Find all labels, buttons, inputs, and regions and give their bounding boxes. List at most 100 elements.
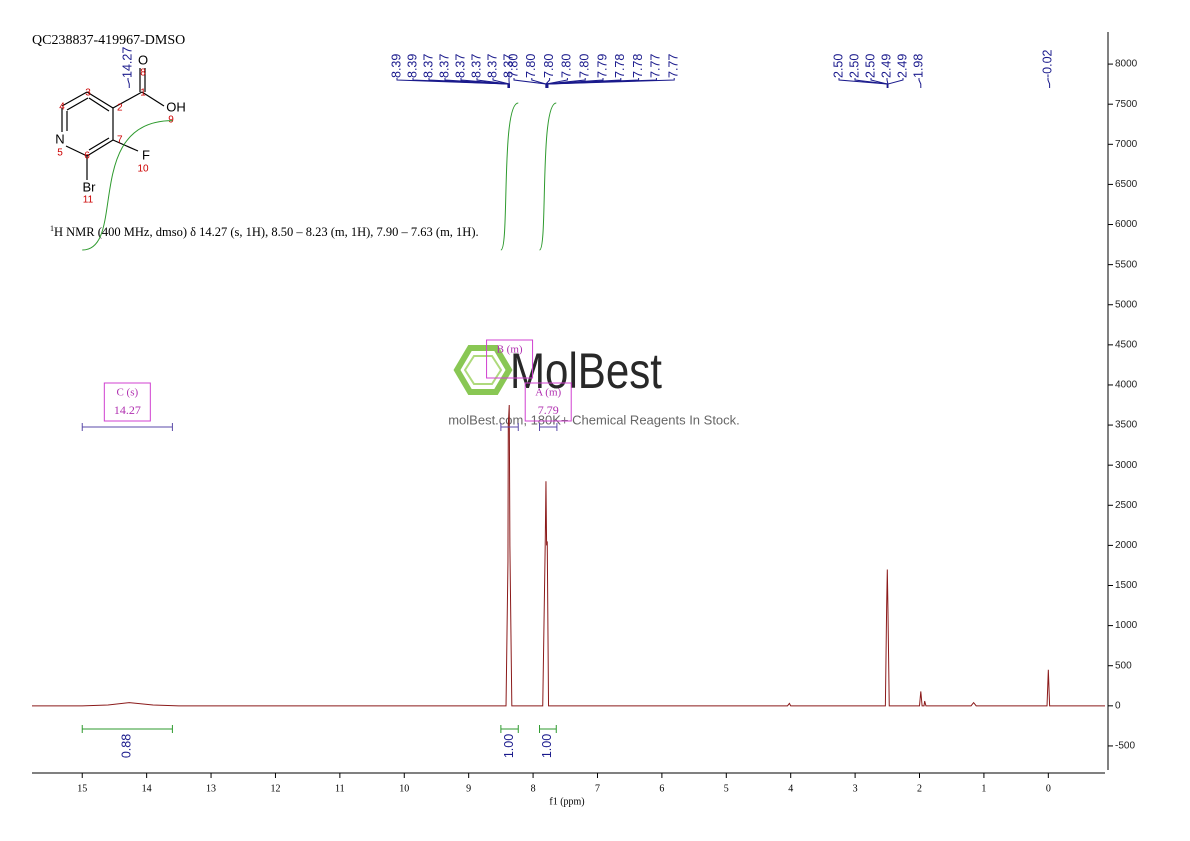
peak-label: 7.77 <box>666 54 680 78</box>
atom-number: 8 <box>140 68 146 79</box>
peak-label: 8.39 <box>405 54 419 78</box>
bond <box>88 97 110 112</box>
peak-label: 8.37 <box>437 54 451 78</box>
peak-label: 7.80 <box>524 54 538 78</box>
x-tick-label: 9 <box>466 783 471 794</box>
bond <box>66 97 89 111</box>
peak-connector <box>887 78 904 88</box>
peak-label: 7.80 <box>560 54 574 78</box>
atom-label: Br <box>83 179 97 194</box>
y-tick-label: 3000 <box>1115 460 1138 471</box>
bond <box>141 91 165 107</box>
peak-label: 7.80 <box>577 54 591 78</box>
y-tick-label: 3500 <box>1115 420 1138 431</box>
peak-label: 8.37 <box>453 54 467 78</box>
multiplet-box <box>486 339 534 379</box>
peak-label: 7.77 <box>649 54 663 78</box>
y-tick-label: 7000 <box>1115 139 1138 150</box>
y-tick-label: 1500 <box>1115 580 1138 591</box>
peak-label: 2.49 <box>879 54 893 78</box>
y-tick-label: 2500 <box>1115 500 1138 511</box>
x-tick-label: 3 <box>853 783 858 794</box>
peak-connector <box>127 78 130 88</box>
integral-label: 0.88 <box>120 734 134 758</box>
y-tick-label: 0 <box>1115 700 1121 711</box>
x-tick-label: 10 <box>399 783 409 794</box>
atom-label: N <box>55 131 64 146</box>
x-tick-label: 14 <box>142 783 152 794</box>
integral-label: 1.00 <box>540 734 554 758</box>
atom-number: 11 <box>83 195 94 206</box>
y-tick-label: 4000 <box>1115 380 1138 391</box>
bond <box>86 91 114 109</box>
peak-label: 8.37 <box>485 54 499 78</box>
peak-label: 7.80 <box>506 54 520 78</box>
x-tick-label: 12 <box>270 783 280 794</box>
peak-label: 2.50 <box>847 54 861 78</box>
peak-label: 8.37 <box>421 54 435 78</box>
watermark-brand: MolBest <box>510 343 662 399</box>
bond <box>61 91 88 107</box>
annotation-sup: 1 <box>50 224 54 233</box>
peak-connector <box>546 78 604 88</box>
y-tick-label: 6500 <box>1115 179 1138 190</box>
peak-label: 14.27 <box>120 47 134 78</box>
peak-connector <box>918 78 922 88</box>
multiplet-label: B (m) <box>497 344 523 356</box>
multiplet-shift: 7.79 <box>538 403 559 417</box>
bond <box>112 91 143 109</box>
x-tick-label: 1 <box>981 783 986 794</box>
chart-title: QC238837-419967-DMSO <box>32 33 185 48</box>
y-tick-label: 5500 <box>1115 259 1138 270</box>
peak-label: 8.39 <box>389 54 403 78</box>
x-tick-label: 11 <box>335 783 345 794</box>
peak-label: -0.02 <box>1040 49 1054 78</box>
multiplet-box <box>524 382 572 422</box>
x-tick-label: 15 <box>77 783 87 794</box>
watermark: MolBest molBest.com, 180K+ Chemical Reag… <box>448 343 740 427</box>
integral-curve <box>82 120 173 251</box>
atom-number: 4 <box>59 102 65 113</box>
peak-label: 8.37 <box>501 54 515 78</box>
peak-label: 2.49 <box>895 54 909 78</box>
atom-label: O <box>138 52 148 67</box>
peak-connector <box>870 78 888 88</box>
logo <box>453 345 513 395</box>
peak-connector <box>1047 78 1051 88</box>
y-tick-label: 5000 <box>1115 299 1138 310</box>
integral-curve <box>500 102 519 251</box>
x-tick-label: 6 <box>659 783 664 794</box>
atom-number: 7 <box>117 135 123 146</box>
peak-label: 7.78 <box>631 54 645 78</box>
atom-number: 3 <box>85 88 91 99</box>
multiplet-shift: 14.27 <box>114 403 141 417</box>
x-tick-label: 4 <box>788 783 793 794</box>
integral-label: 1.00 <box>502 734 516 758</box>
bond <box>86 139 114 157</box>
x-tick-label: 2 <box>917 783 922 794</box>
logo <box>463 355 503 385</box>
watermark-tagline: molBest.com, 180K+ Chemical Reagents In … <box>448 412 740 427</box>
integral-curve <box>539 102 557 251</box>
peak-label: 2.50 <box>863 54 877 78</box>
peak-connector <box>545 78 586 88</box>
y-tick-label: 4500 <box>1115 339 1138 350</box>
atom-number: 6 <box>84 151 90 162</box>
y-tick-label: 8000 <box>1115 59 1138 70</box>
atom-number: 10 <box>137 164 149 175</box>
y-tick-label: 2000 <box>1115 540 1138 551</box>
atom-label: F <box>142 147 150 162</box>
atom-number: 5 <box>57 148 63 159</box>
atom-number: 1 <box>140 88 146 99</box>
y-tick-label: 500 <box>1115 660 1132 671</box>
structure <box>61 68 165 180</box>
x-tick-label: 7 <box>595 783 600 794</box>
spectrum-line <box>32 404 1105 707</box>
x-tick-label: 8 <box>531 783 536 794</box>
x-tick-label: 13 <box>206 783 216 794</box>
annotation-text: H NMR (400 MHz, dmso) δ 14.27 (s, 1H), 8… <box>54 225 479 239</box>
bond <box>112 139 139 152</box>
multiplet-label: A (m) <box>535 387 561 399</box>
